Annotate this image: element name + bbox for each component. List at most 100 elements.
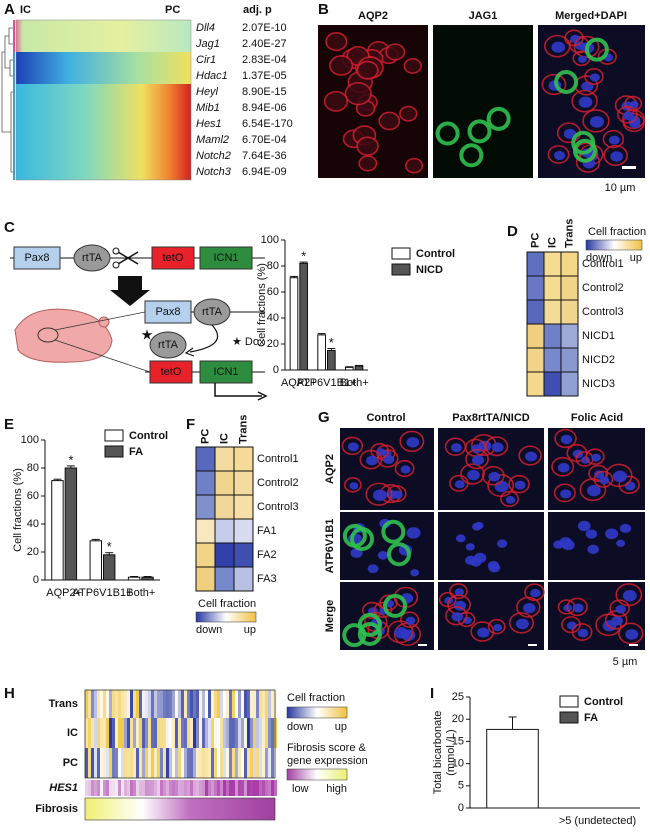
heatmap-stripe bbox=[253, 780, 256, 796]
nucleus bbox=[560, 489, 572, 499]
cell-membrane bbox=[444, 437, 467, 456]
heatmap-stripe bbox=[148, 748, 151, 778]
cell-membrane bbox=[617, 105, 638, 124]
cell-membrane bbox=[399, 105, 418, 122]
heatmap-stripe bbox=[127, 748, 130, 778]
nucleus bbox=[514, 480, 526, 490]
nucleus bbox=[406, 527, 421, 539]
y-tick-label: 20 bbox=[27, 546, 39, 558]
y-tick-label: 15 bbox=[452, 735, 464, 747]
bar bbox=[299, 262, 309, 371]
diagram-label: rtTA bbox=[158, 339, 179, 351]
scale-bar bbox=[622, 166, 636, 169]
legend-label: Control bbox=[584, 696, 623, 708]
heatmap-stripe bbox=[157, 690, 160, 718]
y-axis-label: (mmol /L) bbox=[445, 729, 457, 775]
stained-cell bbox=[386, 542, 411, 567]
cell-membrane bbox=[584, 68, 604, 85]
stained-cell bbox=[357, 621, 382, 646]
cell-membrane bbox=[593, 470, 614, 488]
stained-cell bbox=[459, 143, 484, 168]
legend-label: up bbox=[244, 624, 256, 636]
heatmap-stripe bbox=[220, 780, 223, 796]
heatmap-stripe bbox=[229, 780, 232, 796]
nucleus bbox=[471, 455, 485, 466]
heatmap-stripe bbox=[124, 748, 127, 778]
cell-membrane bbox=[566, 597, 588, 617]
heatmap-stripe bbox=[154, 780, 157, 796]
y-tick-label: 0 bbox=[273, 364, 279, 376]
gene-name: Hdac1 bbox=[196, 70, 228, 82]
nucleus bbox=[625, 629, 639, 640]
heatmap-stripe bbox=[130, 690, 133, 718]
heatmap-stripe bbox=[223, 780, 226, 796]
legend-title: Fibrosis score & bbox=[287, 742, 367, 754]
gene-name: Heyl bbox=[196, 86, 219, 98]
heatmap-stripe bbox=[190, 780, 193, 796]
heatmap-stripe bbox=[127, 780, 130, 796]
cell-membrane bbox=[356, 60, 379, 80]
p-value: 8.94E-06 bbox=[242, 102, 287, 114]
heatmap-stripe bbox=[214, 718, 217, 748]
heatmap-stripe bbox=[148, 718, 151, 748]
y-tick-label: 80 bbox=[27, 462, 39, 474]
significance-mark: * bbox=[107, 539, 112, 554]
nucleus bbox=[491, 442, 504, 453]
heatmap-stripe bbox=[202, 690, 205, 718]
heatmap-stripe bbox=[169, 690, 172, 718]
panel-label: A bbox=[4, 1, 15, 18]
stained-cell bbox=[554, 70, 579, 95]
nucleus bbox=[623, 111, 634, 121]
cell-membrane bbox=[615, 583, 643, 607]
legend-swatch bbox=[559, 695, 579, 708]
heatmap-stripe bbox=[244, 780, 247, 796]
heatmap-stripe bbox=[259, 748, 262, 778]
heatmap-stripe bbox=[211, 690, 214, 718]
heatmap-stripe bbox=[157, 780, 160, 796]
heatmap-stripe bbox=[250, 748, 253, 778]
heatmap-stripe bbox=[235, 718, 238, 748]
nucleus bbox=[589, 116, 605, 128]
nucleus bbox=[392, 490, 403, 499]
heatmap-stripe bbox=[238, 780, 241, 796]
heatmap-stripe bbox=[97, 690, 100, 718]
nucleus bbox=[496, 539, 508, 548]
heatmap-stripe bbox=[151, 748, 154, 778]
heatmap-stripe bbox=[259, 718, 262, 748]
heatmap-stripe bbox=[208, 748, 211, 778]
heatmap-stripe bbox=[268, 718, 271, 748]
heatmap-stripe bbox=[142, 748, 145, 778]
heatmap-stripe bbox=[166, 748, 169, 778]
heatmap-stripe bbox=[112, 748, 115, 778]
scale-bar-label: 10 µm bbox=[605, 182, 636, 194]
legend-label: Control bbox=[416, 248, 455, 260]
scale-bar bbox=[629, 644, 638, 646]
heatmap-stripe bbox=[118, 780, 121, 796]
bar bbox=[354, 365, 364, 371]
legend-label: down bbox=[196, 624, 222, 636]
heatmap-label: PC bbox=[165, 4, 180, 16]
heatmap-stripe bbox=[91, 780, 94, 796]
column-label: IC bbox=[218, 433, 230, 444]
heatmap-stripe bbox=[133, 718, 136, 748]
nucleus bbox=[465, 543, 475, 551]
row-label: FA3 bbox=[257, 573, 277, 585]
heatmap-stripe bbox=[127, 718, 130, 748]
row-label: Control2 bbox=[257, 477, 299, 489]
cell-membrane bbox=[551, 456, 575, 477]
heatmap-stripe bbox=[130, 748, 133, 778]
nucleus bbox=[619, 523, 632, 534]
heatmap-stripe bbox=[91, 748, 94, 778]
heatmap-stripe bbox=[103, 690, 106, 718]
x-tick-label: ATP6V1B1+ bbox=[296, 377, 356, 389]
row-label: Control3 bbox=[582, 306, 624, 318]
heatmap-stripe bbox=[268, 690, 271, 718]
heatmap-stripe bbox=[172, 690, 175, 718]
heatmap-stripe bbox=[124, 718, 127, 748]
gene-name: Cir1 bbox=[196, 54, 216, 66]
heatmap-stripe bbox=[226, 718, 229, 748]
legend-label: down bbox=[586, 252, 612, 264]
cell-membrane bbox=[394, 459, 415, 478]
nucleus bbox=[366, 455, 378, 466]
heatmap-stripe bbox=[193, 690, 196, 718]
